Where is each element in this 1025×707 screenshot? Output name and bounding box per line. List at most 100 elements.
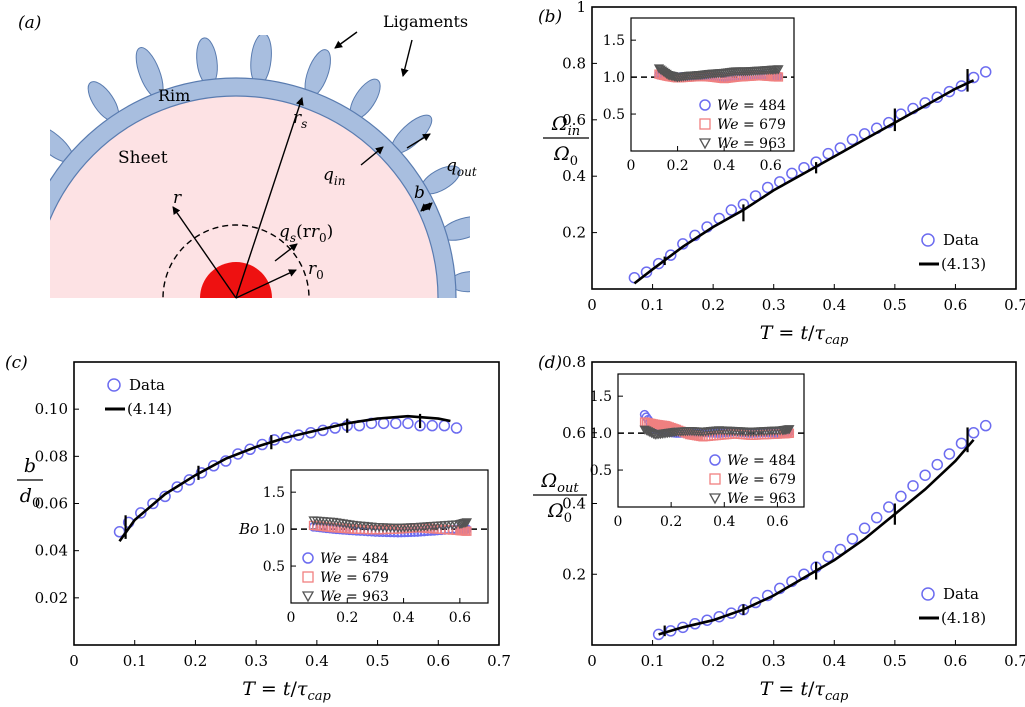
data-point	[207, 460, 220, 472]
y-tick-label: 0.6	[562, 424, 586, 442]
x-tick-label: 0.3	[762, 652, 786, 670]
inset: 0.2 0.4 0.6 0 0.5 1.0 1.5 Bo We = 484 We = 679 We …	[238, 469, 489, 626]
y-tick-label: 0.06	[35, 495, 68, 513]
legend-label-fit: (4.18)	[941, 609, 986, 627]
ligaments-label: Ligaments	[383, 12, 468, 31]
r0-label: r0	[308, 259, 324, 282]
x-tick-label: 0.2	[701, 652, 725, 670]
y-tick-label: 0.2	[562, 224, 586, 242]
inset-legend-label: We = 484	[320, 551, 389, 567]
inset-x-tick-label: 0	[627, 158, 636, 174]
ligament	[0, 233, 29, 263]
r0-arrow	[235, 269, 297, 299]
plot-frame	[591, 6, 1017, 290]
legend: Data (4.18)	[919, 585, 986, 627]
inset-y-tick-label: 1.0	[590, 426, 612, 442]
x-tick-label: 0.6	[943, 296, 967, 314]
y-tick-label: 0.8	[562, 353, 586, 371]
inset-legend-marker	[699, 99, 711, 111]
inset-legend-label: We = 679	[320, 570, 389, 586]
data-point	[640, 266, 653, 278]
sheet-label: Sheet	[118, 148, 168, 168]
x-tick-label: 0.4	[305, 652, 329, 670]
inset-y-axis-label: Bo	[238, 520, 259, 538]
data-point	[725, 204, 738, 216]
data-point	[883, 501, 895, 513]
y-tick-label: 0.2	[562, 565, 586, 583]
inset: 0.2 0.4 0.6 0 0.5 1.0 1.5 We = 484 We = 679 We = …	[603, 17, 795, 174]
y-axis-label-denominator: d0	[20, 485, 40, 511]
inset-legend-marker	[302, 571, 314, 583]
inset-data-point	[461, 518, 472, 528]
sheet-drawing	[0, 35, 486, 351]
schematic-panel: (a)	[0, 12, 486, 351]
inset-x-tick-label: 0.6	[760, 158, 782, 174]
x-tick-label: 0.6	[426, 652, 450, 670]
x-tick-label: 0.7	[1004, 296, 1025, 314]
data-point	[895, 490, 907, 503]
rs-arrow	[235, 97, 304, 299]
rim-label: Rim	[158, 86, 190, 105]
legend: Data (4.13)	[919, 231, 986, 273]
data-point	[846, 133, 859, 146]
rs-label: rs	[293, 108, 307, 131]
data-point	[979, 419, 992, 432]
legend-label-data: Data	[943, 585, 979, 603]
b-label: b	[414, 183, 425, 203]
inset-legend-marker	[698, 138, 712, 150]
data-point	[159, 490, 171, 503]
control-surface-circle	[162, 224, 310, 298]
inset-x-tick-label: 0.4	[392, 610, 414, 626]
inset-legend-label: We = 679	[727, 472, 796, 488]
data-point	[967, 427, 980, 439]
inset-legend-marker	[709, 454, 721, 466]
y-tick-label: 0.8	[562, 54, 586, 72]
inset-plot-frame	[630, 17, 795, 152]
legend-marker-data	[107, 378, 121, 392]
data-point	[244, 443, 256, 456]
x-tick-label: 0.4	[822, 652, 846, 670]
y-axis-label-denominator: Ω0	[547, 500, 572, 526]
data-point	[858, 522, 871, 535]
x-axis-label: T = t/τcap	[760, 322, 849, 348]
inset-legend-marker	[699, 118, 711, 130]
y-axis-label-numerator: b	[24, 455, 36, 477]
inset-x-tick-label: 0	[287, 610, 296, 626]
ligament	[445, 325, 486, 351]
x-tick-label: 0.2	[183, 652, 207, 670]
y-tick-label: 0.4	[562, 167, 586, 185]
data-point	[822, 550, 834, 563]
inset-x-tick-label: 0.2	[660, 514, 682, 530]
inset-y-tick-label: 1.0	[263, 522, 285, 538]
x-tick-label: 0.1	[641, 652, 665, 670]
panel-label-d: (d)	[538, 353, 562, 373]
x-tick-label: 0	[69, 652, 79, 670]
y-tick-label: 1	[576, 0, 586, 16]
fit-line	[633, 79, 975, 285]
data-point	[377, 417, 390, 430]
y-tick-label: 0.4	[562, 495, 586, 513]
inset-legend-label: We = 484	[717, 98, 786, 114]
y-axis-label: Ωin Ω0	[543, 113, 589, 169]
data-point	[147, 497, 159, 510]
chart-panel-c: 0.1 0.2 0.3 0.4 0.5 0.6 0.7 0 0.02 0.04 0.06 0.08 0.…	[17, 361, 511, 704]
ligament	[2, 177, 49, 213]
inset-y-tick-label: 0.5	[603, 107, 625, 123]
data-point	[943, 85, 956, 98]
inset-legend-marker	[708, 493, 722, 505]
inset-y-tick-label: 0.5	[263, 559, 285, 575]
r-arrow	[172, 206, 237, 299]
panel-label-b: (b)	[538, 7, 562, 27]
chart-panel-d: 0.1 0.2 0.3 0.4 0.5 0.6 0.700.20.40.60.8Data(4…	[533, 353, 1025, 704]
data-point	[402, 417, 414, 430]
data-point	[979, 66, 992, 78]
qin-arrow	[360, 146, 384, 166]
data-point	[943, 448, 956, 460]
x-axis-label: T = t/τcap	[242, 678, 331, 704]
inset-legend-label: We = 679	[717, 117, 786, 133]
panel-label-c: (c)	[5, 353, 28, 373]
data-point	[955, 437, 968, 450]
data-point	[183, 474, 196, 486]
qs-arrow	[274, 243, 298, 262]
